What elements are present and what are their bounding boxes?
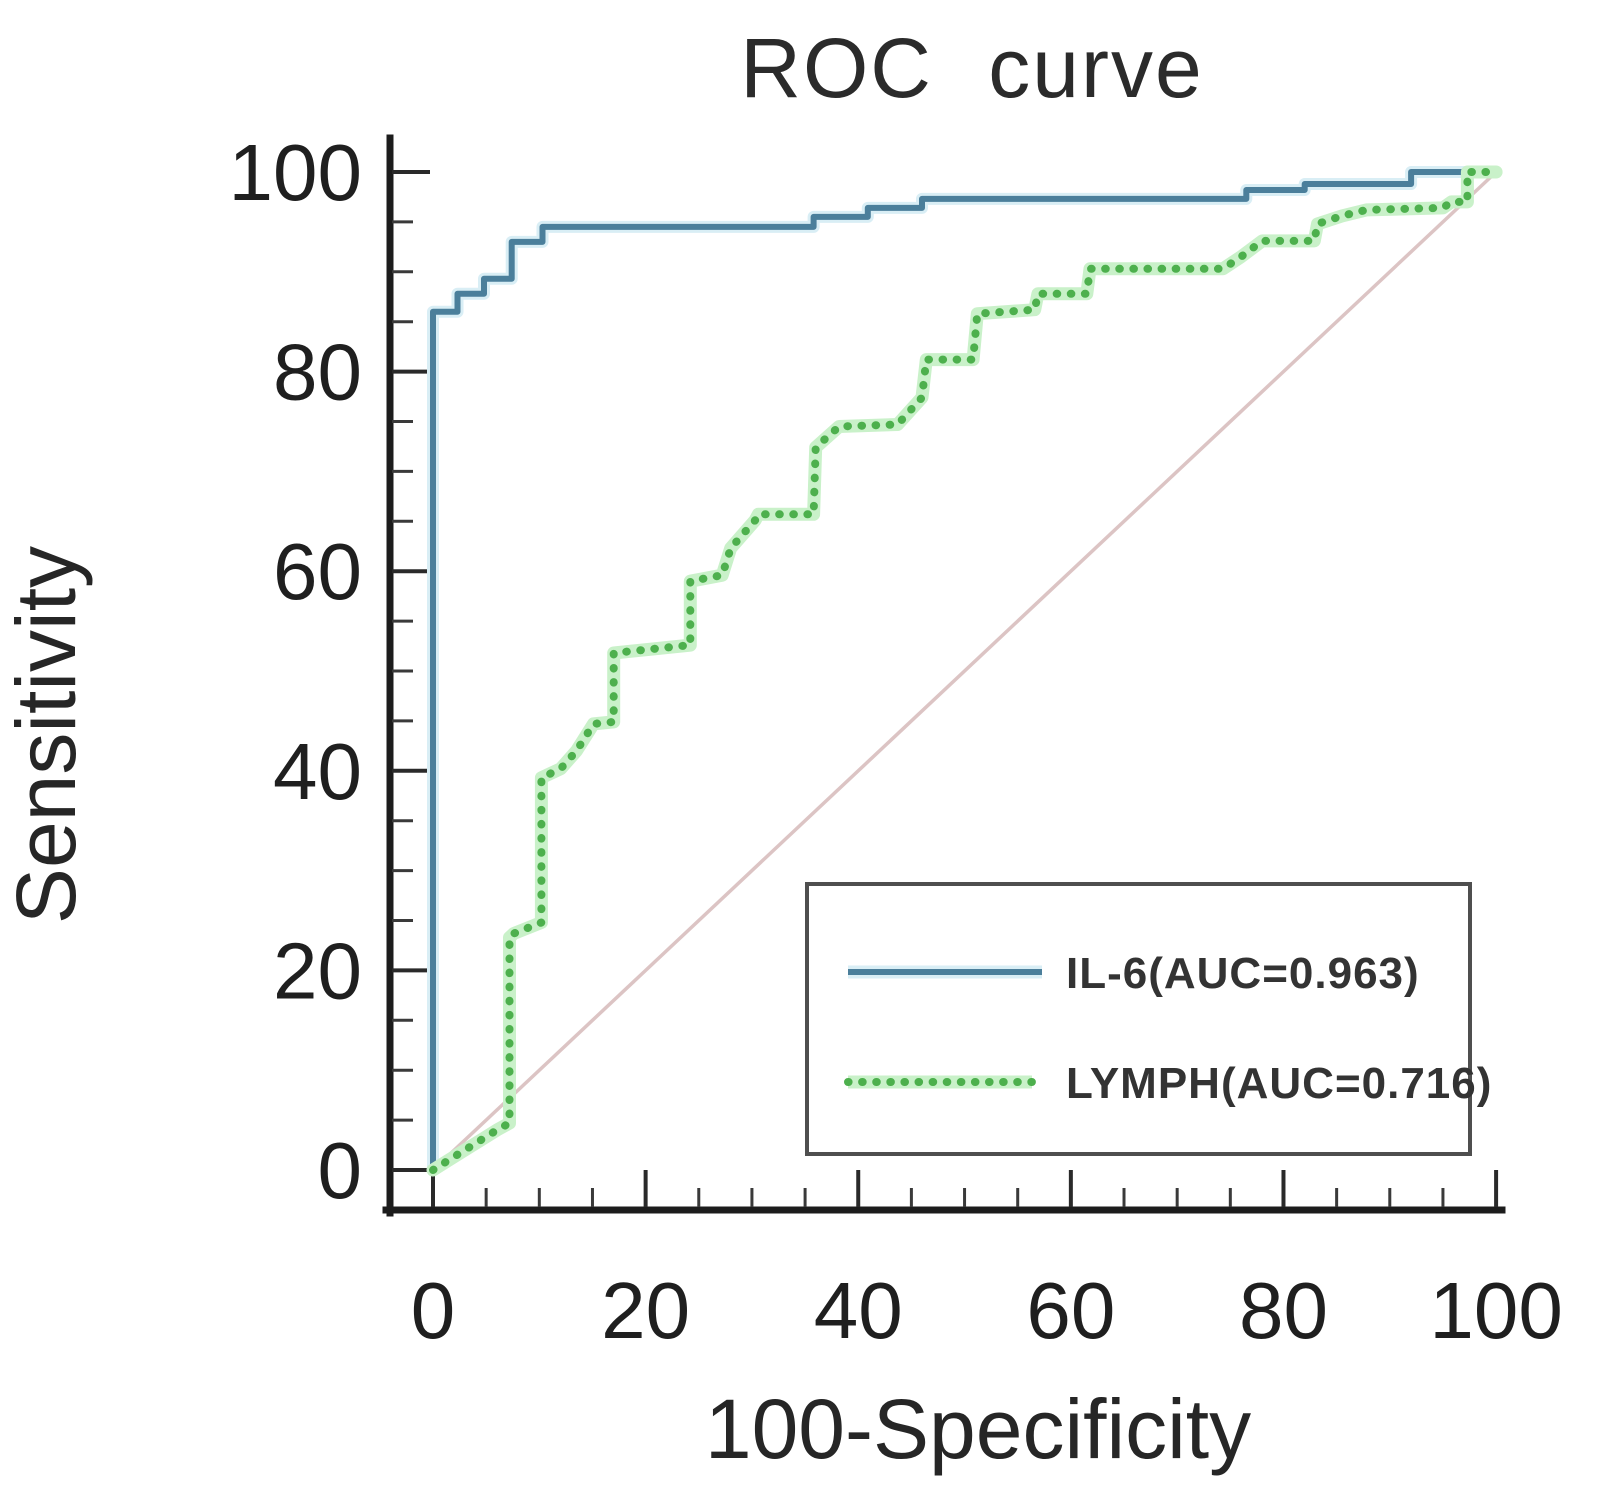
y-tick-label: 60 [273,527,362,616]
x-axis-label: 100-Specificity [705,1382,1251,1476]
y-tick-label: 40 [273,727,362,816]
roc-curves [426,165,1503,1177]
x-tick-label: 0 [411,1266,456,1355]
x-tick-label: 60 [1026,1266,1115,1355]
reference-diagonal [431,170,1498,1172]
x-tick-label: 40 [814,1266,903,1355]
y-tick-label: 0 [318,1126,363,1215]
lymph-curve [429,168,1501,1174]
legend-box [805,882,1472,1156]
x-tick-label: 100 [1429,1266,1562,1355]
legend-label-lymph: LYMPH(AUC=0.716) [1066,1059,1492,1108]
axes: 0 20 40 60 80 100 0 20 40 60 80 100 [229,128,1563,1355]
y-tick-label: 100 [229,128,362,217]
il-6-curve [430,169,1497,1170]
x-tick-label: 20 [601,1266,690,1355]
y-axis-label: Sensitivity [0,546,93,924]
legend: IL-6(AUC=0.963) LYMPH(AUC=0.716) [805,882,1492,1156]
legend-label-il6: IL-6(AUC=0.963) [1066,949,1420,998]
chart-title: ROC curve [740,21,1203,115]
y-tick-label: 20 [273,926,362,1015]
x-tick-label: 80 [1239,1266,1328,1355]
y-tick-label: 80 [273,328,362,417]
